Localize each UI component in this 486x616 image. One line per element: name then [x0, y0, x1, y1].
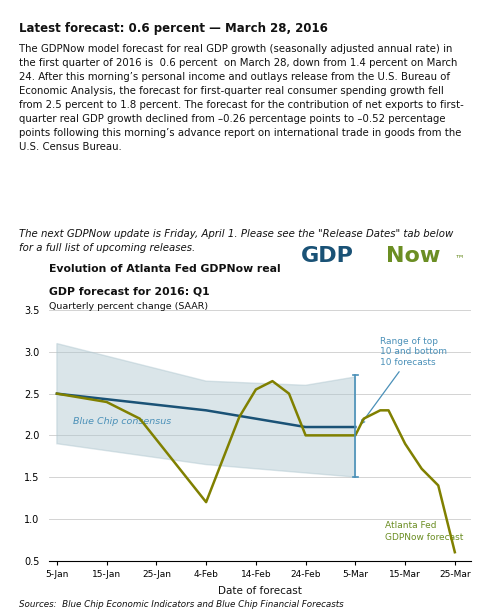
Text: The next GDPNow update is Friday, April 1. Please see the "Release Dates" tab be: The next GDPNow update is Friday, April … — [19, 229, 454, 253]
Text: Latest forecast: 0.6 percent — March 28, 2016: Latest forecast: 0.6 percent — March 28,… — [19, 22, 329, 34]
Text: Blue Chip consensus: Blue Chip consensus — [73, 416, 172, 426]
Text: Evolution of Atlanta Fed GDPNow real: Evolution of Atlanta Fed GDPNow real — [49, 264, 280, 274]
Text: GDP forecast for 2016: Q1: GDP forecast for 2016: Q1 — [49, 286, 209, 296]
Text: Atlanta Fed
GDPNow forecast: Atlanta Fed GDPNow forecast — [385, 521, 464, 541]
Text: Quarterly percent change (SAAR): Quarterly percent change (SAAR) — [49, 302, 208, 311]
Text: GDP: GDP — [301, 246, 354, 266]
Text: Range of top
10 and bottom
10 forecasts: Range of top 10 and bottom 10 forecasts — [361, 337, 447, 424]
Polygon shape — [57, 344, 355, 477]
X-axis label: Date of forecast: Date of forecast — [218, 586, 302, 596]
Text: Sources:  Blue Chip Economic Indicators and Blue Chip Financial Forecasts: Sources: Blue Chip Economic Indicators a… — [19, 599, 344, 609]
Text: The GDPNow model forecast for real GDP growth (seasonally adjusted annual rate) : The GDPNow model forecast for real GDP g… — [19, 44, 464, 152]
Text: Now: Now — [386, 246, 441, 266]
Text: ™: ™ — [454, 254, 464, 264]
